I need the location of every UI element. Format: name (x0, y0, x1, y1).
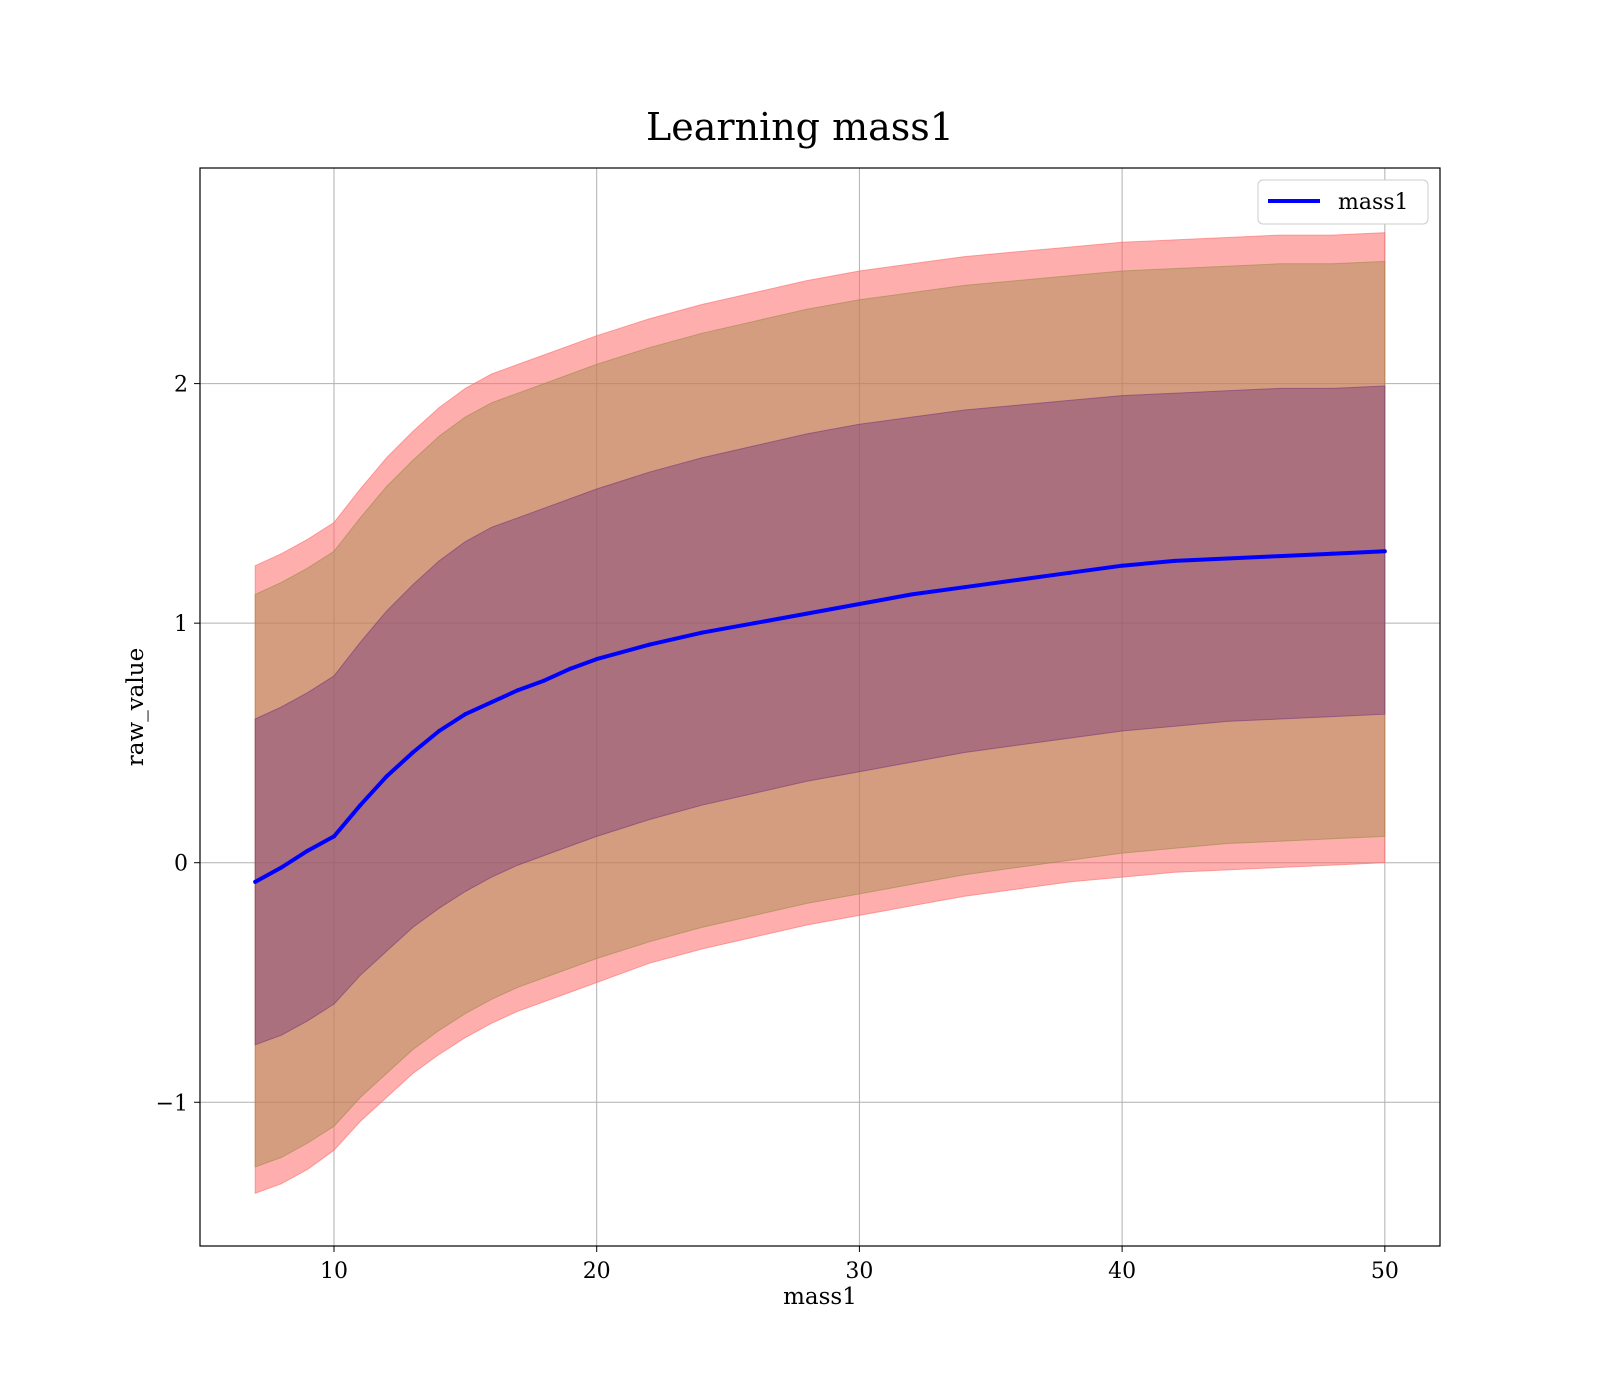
series-point (358, 803, 363, 808)
series-point (437, 728, 442, 733)
x-tick-label: 40 (1108, 1259, 1136, 1284)
series-point (1277, 554, 1282, 559)
x-ticks: 10 20 30 40 50 (320, 1246, 1399, 1284)
series-point (463, 712, 468, 717)
series-point (647, 642, 652, 647)
series-point (542, 678, 547, 683)
y-tick-label: −1 (156, 1091, 188, 1116)
series-point (568, 666, 573, 671)
series-point (594, 657, 599, 662)
y-tick-label: 0 (174, 852, 188, 877)
x-tick-label: 20 (583, 1259, 611, 1284)
y-tick-label: 1 (174, 612, 188, 637)
y-ticks: −1 0 1 2 (156, 373, 200, 1116)
x-tick-label: 50 (1371, 1259, 1399, 1284)
series-point (253, 879, 258, 884)
series-point (1172, 558, 1177, 563)
series-point (699, 630, 704, 635)
series-point (305, 848, 310, 853)
legend: mass1 (1257, 179, 1429, 225)
series-lines (253, 549, 1387, 884)
legend-box (1257, 179, 1429, 225)
x-tick-label: 30 (845, 1259, 873, 1284)
series-point (331, 834, 336, 839)
series-point (410, 750, 415, 755)
series-point (384, 774, 389, 779)
series-point (752, 621, 757, 626)
series-point (804, 611, 809, 616)
legend-label-mass1: mass1 (1338, 190, 1409, 215)
series-point (1015, 578, 1020, 583)
series-point (1382, 549, 1387, 554)
series-point (962, 585, 967, 590)
series-point (1330, 551, 1335, 556)
series-point (857, 601, 862, 606)
band-1 (254, 232, 1386, 1195)
series-point (1225, 556, 1230, 561)
confidence-bands (254, 232, 1386, 1195)
series-point (489, 700, 494, 705)
series-point (1120, 563, 1125, 568)
series-point (515, 688, 520, 693)
band-2 (254, 260, 1386, 1168)
x-axis-label: mass1 (783, 1284, 857, 1310)
band-3 (254, 385, 1386, 1046)
x-tick-label: 10 (320, 1259, 348, 1284)
y-tick-label: 2 (174, 373, 188, 398)
chart-title: Learning mass1 (646, 105, 954, 149)
series-point (909, 592, 914, 597)
series-point (279, 865, 284, 870)
y-axis-label: raw_value (123, 648, 149, 766)
plot-frame (199, 167, 1441, 1247)
series-point (1067, 570, 1072, 575)
